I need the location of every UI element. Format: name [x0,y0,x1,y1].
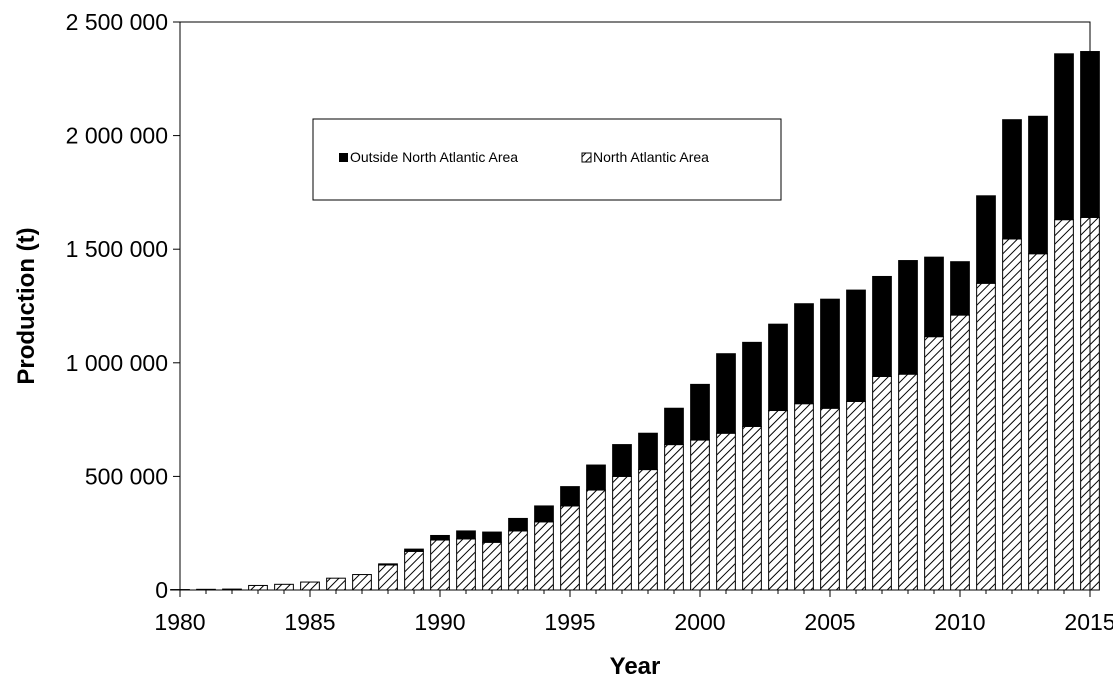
bar-north-atlantic-1999 [664,444,684,591]
bar-outside-north-atlantic-1997 [612,444,632,477]
x-tick-label: 1980 [154,609,205,635]
bar-outside-north-atlantic-2002 [742,341,762,427]
bar-north-atlantic-2013 [1028,253,1048,591]
bar-north-atlantic-1991 [456,538,476,591]
bar-north-atlantic-1983 [248,584,268,591]
bar-north-atlantic-1990 [430,539,450,591]
x-tick-label: 1985 [284,609,335,635]
y-tick-label: 1 500 000 [66,236,168,262]
x-axis-ticks: 1980 1985 1990 1995 2000 2005 2010 2015 [154,590,1113,635]
bar-north-atlantic-2003 [768,410,788,591]
bar-north-atlantic-1989 [404,550,424,591]
bar-outside-north-atlantic-2004 [794,303,814,405]
legend-swatch-north-atlantic [581,152,592,163]
legend-box [312,118,782,201]
bar-north-atlantic-2000 [690,439,710,591]
y-tick-label: 2 500 000 [66,9,168,35]
bar-outside-north-atlantic-2013 [1028,115,1048,255]
bar-north-atlantic-2011 [976,282,996,591]
y-tick-label: 0 [155,577,168,603]
bar-north-atlantic-1996 [586,489,606,591]
x-tick-label: 1995 [544,609,595,635]
y-axis-label: Production (t) [13,227,40,384]
bar-north-atlantic-2001 [716,432,736,591]
bar-outside-north-atlantic-2003 [768,323,788,412]
x-axis-label: Year [610,653,661,680]
bar-outside-north-atlantic-1999 [664,407,684,446]
bar-north-atlantic-1997 [612,475,632,591]
bars-layer [170,51,1100,591]
y-tick-label: 2 000 000 [66,123,168,149]
bar-north-atlantic-2010 [950,314,970,591]
bar-north-atlantic-2007 [872,375,892,591]
bar-north-atlantic-1985 [300,581,320,591]
bar-outside-north-atlantic-2000 [690,383,710,441]
bar-outside-north-atlantic-1991 [456,530,476,540]
bar-north-atlantic-2002 [742,425,762,591]
bar-north-atlantic-1994 [534,521,554,591]
bar-outside-north-atlantic-2001 [716,353,736,434]
bar-north-atlantic-1995 [560,505,580,591]
bar-north-atlantic-2012 [1002,238,1022,591]
legend-swatch-outside [339,153,348,162]
bar-outside-north-atlantic-1988 [378,563,398,566]
bar-outside-north-atlantic-2005 [820,298,840,409]
bar-outside-north-atlantic-1992 [482,531,502,543]
y-tick-label: 1 000 000 [66,350,168,376]
x-tick-label: 2010 [934,609,985,635]
x-tick-label: 1990 [414,609,465,635]
bar-north-atlantic-2006 [846,400,866,591]
bar-north-atlantic-1988 [378,564,398,591]
bar-outside-north-atlantic-2012 [1002,119,1022,240]
legend-label-north-atlantic: North Atlantic Area [593,149,709,165]
bar-north-atlantic-2009 [924,336,944,591]
bar-outside-north-atlantic-1998 [638,432,658,471]
bar-north-atlantic-1992 [482,541,502,591]
y-axis-ticks: 0 500 000 1 000 000 1 500 000 2 000 000 2 500… [66,9,180,603]
bar-outside-north-atlantic-1996 [586,464,606,491]
bar-north-atlantic-2005 [820,407,840,591]
bar-outside-north-atlantic-1990 [430,534,450,541]
bar-north-atlantic-2008 [898,373,918,591]
bar-north-atlantic-2014 [1054,219,1074,591]
legend: Outside North Atlantic Area North Atlant… [312,118,782,201]
bar-outside-north-atlantic-2010 [950,261,970,316]
bar-outside-north-atlantic-2006 [846,289,866,402]
x-tick-label: 2005 [804,609,855,635]
bar-north-atlantic-1984 [274,583,294,591]
bar-north-atlantic-2004 [794,403,814,591]
bar-outside-north-atlantic-2014 [1054,53,1074,221]
bar-outside-north-atlantic-2009 [924,256,944,338]
bar-north-atlantic-1986 [326,577,346,591]
bar-outside-north-atlantic-2007 [872,275,892,377]
plot-frame [179,21,1091,591]
bar-north-atlantic-1993 [508,530,528,591]
bar-outside-north-atlantic-1993 [508,517,528,532]
bar-outside-north-atlantic-1995 [560,486,580,507]
bar-outside-north-atlantic-2011 [976,195,996,284]
x-tick-label: 2015 [1064,609,1113,635]
legend-label-outside: Outside North Atlantic Area [350,149,518,165]
bar-north-atlantic-1987 [352,574,372,591]
x-tick-label: 2000 [674,609,725,635]
y-tick-label: 500 000 [85,463,168,489]
bar-north-atlantic-1998 [638,469,658,591]
bar-outside-north-atlantic-1989 [404,548,424,552]
bar-outside-north-atlantic-1994 [534,505,554,523]
bar-outside-north-atlantic-2008 [898,260,918,375]
